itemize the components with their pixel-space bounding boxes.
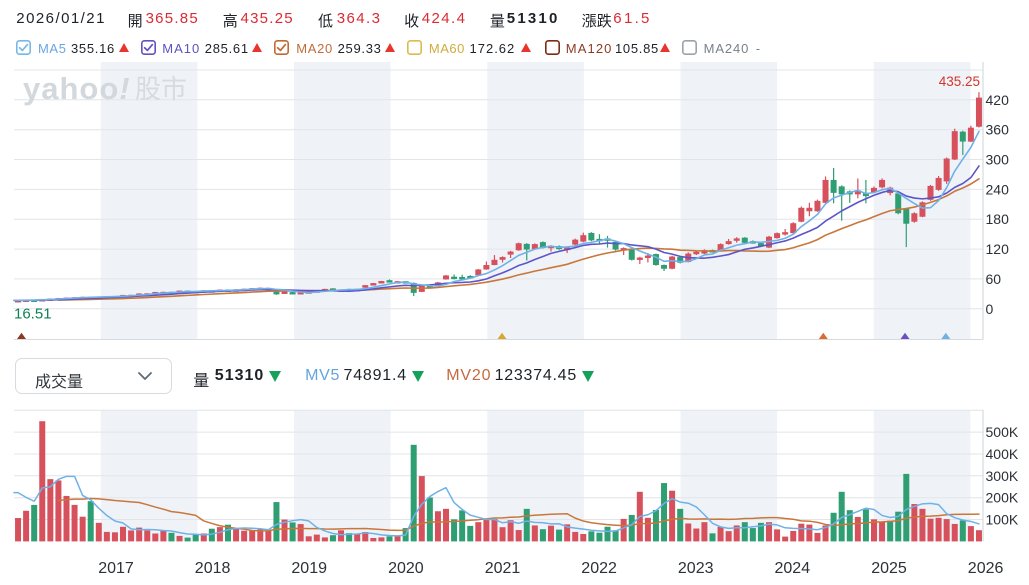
svg-text:16.51: 16.51 — [14, 306, 52, 323]
svg-text:2019: 2019 — [291, 560, 327, 577]
svg-text:2022: 2022 — [581, 560, 617, 577]
svg-text:200K: 200K — [986, 490, 1019, 506]
svg-text:2026: 2026 — [968, 560, 1004, 577]
svg-text:400K: 400K — [986, 446, 1019, 462]
svg-text:420: 420 — [986, 92, 1010, 108]
svg-text:2018: 2018 — [195, 560, 231, 577]
svg-text:240: 240 — [986, 181, 1010, 197]
svg-text:300K: 300K — [986, 468, 1019, 484]
svg-text:500K: 500K — [986, 424, 1019, 440]
svg-text:120: 120 — [986, 241, 1010, 257]
svg-text:2017: 2017 — [98, 560, 134, 577]
svg-text:2021: 2021 — [485, 560, 521, 577]
svg-text:yahoo!: yahoo! — [23, 71, 131, 106]
svg-text:300: 300 — [986, 152, 1010, 168]
svg-text:2024: 2024 — [775, 560, 811, 577]
svg-text:100K: 100K — [986, 512, 1019, 528]
svg-text:360: 360 — [986, 122, 1010, 138]
svg-text:0: 0 — [986, 301, 994, 317]
svg-text:180: 180 — [986, 211, 1010, 227]
svg-text:435.25: 435.25 — [939, 74, 980, 89]
svg-text:2023: 2023 — [678, 560, 714, 577]
svg-text:2020: 2020 — [388, 560, 424, 577]
svg-text:60: 60 — [986, 271, 1002, 287]
svg-text:2025: 2025 — [871, 560, 907, 577]
svg-text:股市: 股市 — [135, 74, 187, 104]
